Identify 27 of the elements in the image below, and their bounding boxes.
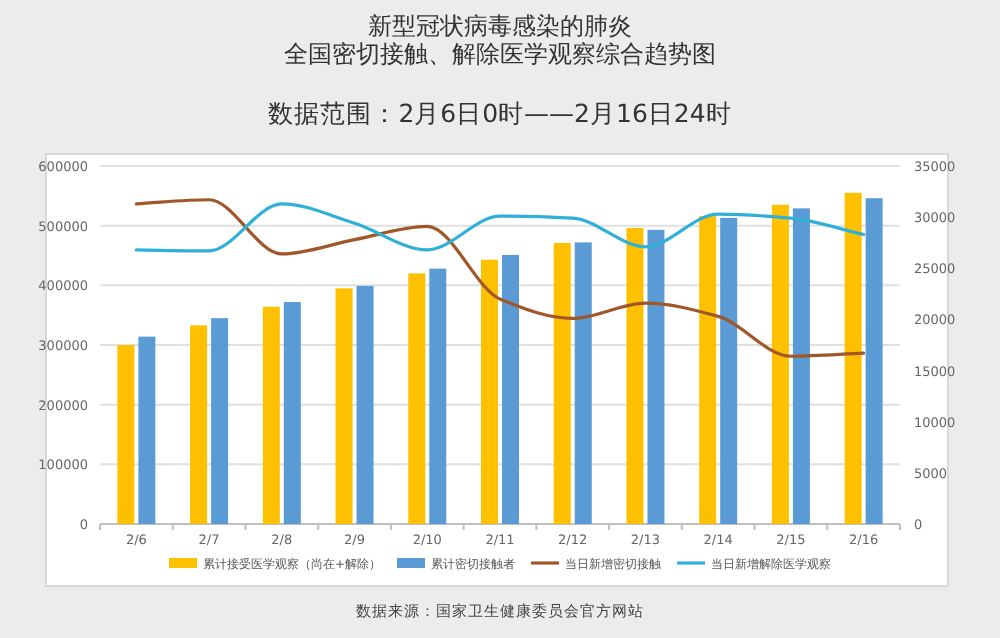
bar <box>574 242 592 524</box>
bar <box>792 208 810 524</box>
bar <box>356 285 374 524</box>
bar <box>699 216 717 524</box>
bar <box>283 302 301 524</box>
bar <box>647 229 665 524</box>
bar <box>190 325 208 524</box>
chart-title: 新型冠状病毒感染的肺炎 <box>368 12 632 40</box>
bar <box>626 228 644 524</box>
bar <box>117 345 135 524</box>
bar <box>335 288 353 524</box>
bar <box>865 198 883 524</box>
bar <box>138 336 156 524</box>
bar <box>262 306 280 524</box>
bar <box>211 318 229 524</box>
text: 数据范围：2月6日0时——2月16日24时 <box>268 98 732 128</box>
bar <box>844 192 862 524</box>
chart-subtitle: 全国密切接触、解除医学观察综合趋势图 <box>284 40 716 68</box>
bar <box>553 242 571 524</box>
line-series <box>134 202 866 253</box>
bar <box>771 204 789 524</box>
bar <box>481 259 498 524</box>
bar <box>720 217 738 524</box>
line-series <box>134 198 866 358</box>
bar <box>408 273 426 524</box>
bar <box>429 268 447 524</box>
bar <box>502 254 519 524</box>
